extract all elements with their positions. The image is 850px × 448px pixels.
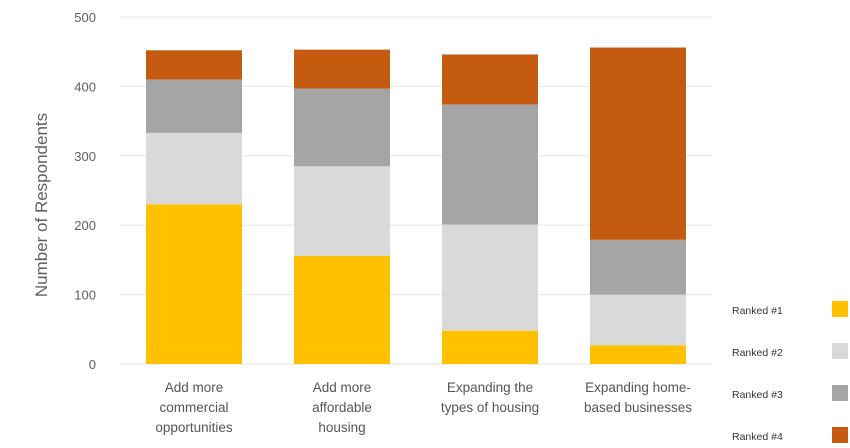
legend-label: Ranked #4 <box>732 431 783 443</box>
y-tick-label: 0 <box>89 357 96 372</box>
bar-segment <box>590 345 686 364</box>
legend-label: Ranked #2 <box>732 347 783 359</box>
legend-swatch <box>832 385 848 401</box>
x-category-label: housing <box>318 420 365 435</box>
legend-swatch <box>832 301 848 317</box>
x-category-label: Add more <box>165 380 224 395</box>
x-axis-categories: Add more commercial opportunities Add more a… <box>155 380 692 435</box>
x-category-label: Expanding the <box>447 380 533 395</box>
legend-label: Ranked #3 <box>732 389 783 401</box>
y-axis-label: Number of Respondents <box>32 113 51 297</box>
bar-segment <box>294 49 390 89</box>
x-category-label: types of housing <box>441 400 539 415</box>
legend-label: Ranked #1 <box>732 305 783 317</box>
bar-segment <box>590 294 686 346</box>
bar-segment <box>146 50 242 80</box>
bar-segment <box>442 224 538 331</box>
legend: Ranked #1 Ranked #2 Ranked #3 Ranked #4 <box>732 301 848 443</box>
x-category-label: commercial <box>159 400 228 415</box>
x-category-label: based businesses <box>584 400 692 415</box>
bar-segment <box>146 79 242 133</box>
x-category-label: affordable <box>312 400 372 415</box>
x-category-label: Add more <box>313 380 372 395</box>
x-category-label: opportunities <box>155 420 233 435</box>
bar-segment <box>590 239 686 295</box>
bar-segment <box>442 104 538 225</box>
y-tick-label: 100 <box>74 288 96 303</box>
bars <box>146 47 686 364</box>
y-tick-label: 400 <box>74 79 96 94</box>
y-tick-label: 200 <box>74 218 96 233</box>
y-axis-ticks: 0 100 200 300 400 500 <box>74 10 96 372</box>
bar-segment <box>146 132 242 205</box>
bar-segment <box>442 330 538 364</box>
legend-swatch <box>832 343 848 359</box>
y-tick-label: 300 <box>74 149 96 164</box>
bar-segment <box>442 54 538 105</box>
bar-segment <box>294 166 390 256</box>
x-category-label: Expanding home- <box>585 380 691 395</box>
bar-segment <box>146 204 242 364</box>
bar-segment <box>294 88 390 167</box>
bar-segment <box>590 47 686 240</box>
legend-swatch <box>832 427 848 443</box>
y-tick-label: 500 <box>74 10 96 25</box>
bar-segment <box>294 255 390 364</box>
